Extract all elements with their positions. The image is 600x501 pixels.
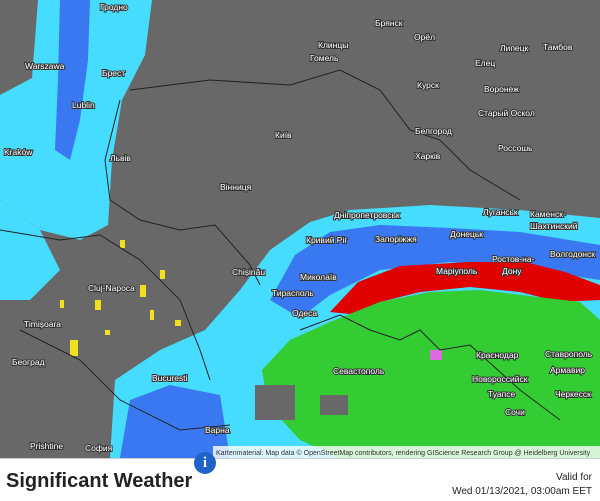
attribution: Kartenmaterial: Map data © OpenStreetMap…	[216, 449, 591, 457]
footer: Significant Weather i Valid for Wed 01/13…	[0, 452, 600, 501]
map: Гродно Брянск Орёл Клинцы Липецк Тамбов Warsza…	[0, 0, 600, 458]
city-label: Тамбов	[543, 42, 573, 52]
info-button[interactable]: i	[194, 452, 216, 474]
city-label: Prishtine	[30, 441, 63, 451]
city-label: Дону	[502, 266, 522, 276]
city-label: Сочи	[505, 407, 525, 417]
city-label: Армавир	[550, 365, 585, 375]
city-label: Краснодар	[476, 350, 519, 360]
city-label: Дніпропетровськ	[334, 210, 400, 220]
city-label: Луганськ	[483, 207, 518, 217]
valid: Valid for Wed 01/13/2021, 03:00am EET	[452, 471, 592, 499]
city-label: Lublin	[72, 100, 95, 110]
city-label: Волгодонск	[550, 249, 595, 259]
city-label: Київ	[275, 130, 292, 140]
city-label: Шахтинский	[530, 221, 578, 231]
city-label: Брест	[102, 68, 125, 78]
city-label: София	[85, 443, 113, 453]
city-label: Орёл	[414, 32, 435, 42]
city-label: Маріуполь	[436, 266, 478, 276]
city-label: Россошь	[498, 143, 533, 153]
city-label: Chișinău	[232, 267, 265, 277]
title: Significant Weather	[6, 470, 193, 492]
borders	[0, 69, 561, 431]
city-label: Елец	[475, 58, 495, 68]
city-label: Каменск-	[530, 209, 566, 219]
city-labels: Гродно Брянск Орёл Клинцы Липецк Тамбов Warsza…	[3, 1, 596, 454]
city-label: Гродно	[100, 2, 128, 12]
city-label: Белгород	[415, 126, 452, 136]
city-label: Липецк	[500, 43, 529, 53]
city-label: Курск	[417, 80, 439, 90]
city-label: Cluj-Napoca	[88, 283, 135, 293]
city-label: Bucuresti	[152, 373, 188, 383]
city-label: Старый Оскол	[478, 108, 535, 118]
city-label: Воронеж	[484, 84, 519, 94]
city-label: Брянск	[375, 18, 403, 28]
valid-time: Wed 01/13/2021, 03:00am EET	[452, 486, 592, 497]
city-label: Одеса	[292, 308, 317, 318]
city-label: Новороссийск	[472, 374, 528, 384]
city-label: Варна	[205, 425, 230, 435]
city-label: Севастополь	[333, 366, 385, 376]
city-label: Клинцы	[318, 40, 348, 50]
city-label: Тирасполь	[272, 288, 314, 298]
city-label: Београд	[12, 357, 45, 367]
city-label: Warszawa	[25, 61, 65, 71]
city-label: Ставрополь	[545, 349, 593, 359]
city-label: Черкесск	[555, 389, 591, 399]
city-label: Timișoara	[24, 319, 61, 329]
weather-overlay	[0, 0, 600, 458]
valid-label: Valid for	[556, 472, 592, 483]
city-label: Донецьк	[450, 229, 483, 239]
city-label: Kraków	[4, 147, 33, 157]
city-label: Запоріжжя	[375, 234, 417, 244]
city-label: Ростов-на-	[492, 254, 535, 264]
city-label: Гомель	[310, 53, 339, 63]
city-label: Вінниця	[220, 182, 252, 192]
city-label: Харків	[415, 151, 441, 161]
city-label: Кривий Ріг	[306, 235, 347, 245]
city-label: Туапсе	[488, 389, 515, 399]
city-label: Миколаїв	[300, 272, 337, 282]
city-label: Львів	[110, 153, 131, 163]
